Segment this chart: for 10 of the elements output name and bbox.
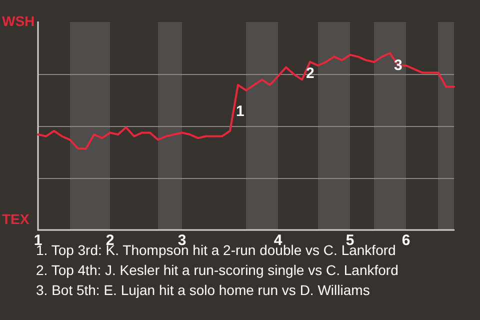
text: 2. Top 4th: J. Kesler hit a run-scoring single vs C. Lankford [36, 262, 398, 278]
text: 3. Bot 5th: E. Lujan hit a solo home run vs D. Williams [36, 282, 370, 298]
annotation: 2 [306, 65, 314, 82]
text: TEX [2, 211, 30, 227]
annotation: 1 [236, 103, 244, 120]
x-tick-label: 3 [178, 232, 186, 249]
x-tick-label: 5 [346, 232, 354, 249]
x-tick-label: 4 [274, 232, 283, 249]
x-tick-label: 6 [402, 232, 410, 249]
text: WSH [2, 13, 35, 29]
